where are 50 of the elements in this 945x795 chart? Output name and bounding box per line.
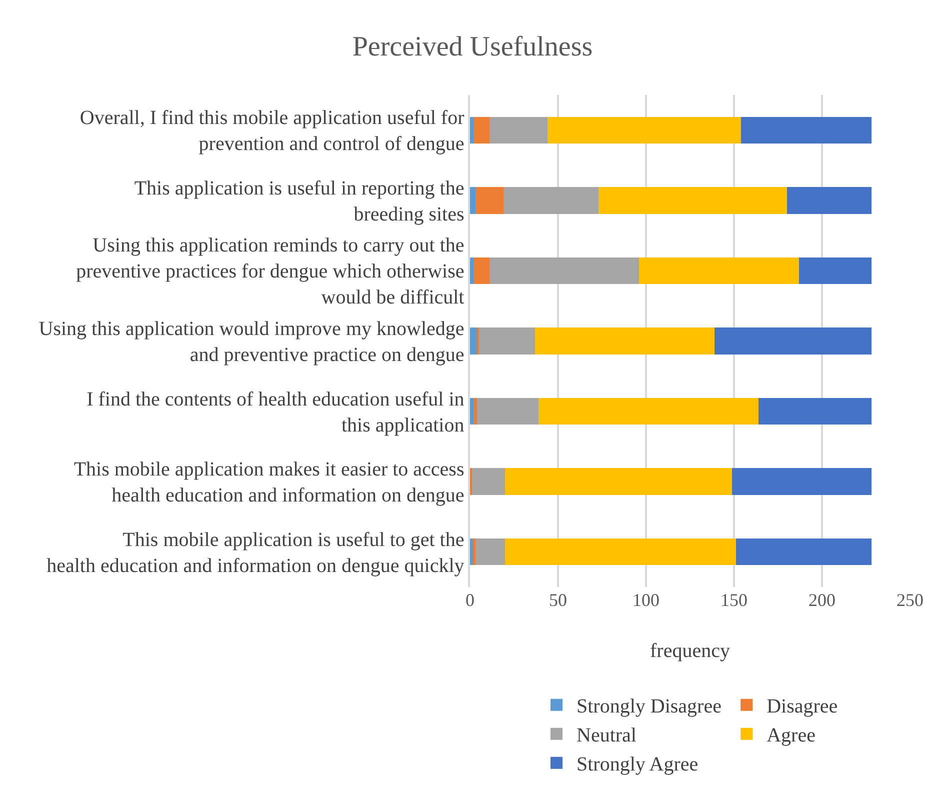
x-tick-label: 150 bbox=[720, 590, 748, 610]
x-tick-label: 250 bbox=[896, 590, 924, 610]
bar bbox=[736, 538, 872, 566]
bar bbox=[477, 398, 539, 425]
bar bbox=[535, 328, 715, 354]
bar bbox=[714, 328, 872, 354]
y-tick-label: Overall, I find this mobile application useful for prevention and control of dengue bbox=[80, 107, 465, 156]
legend-label: Agree bbox=[766, 724, 816, 747]
x-tick-label: 200 bbox=[808, 590, 836, 610]
legend-label: Neutral bbox=[576, 724, 637, 747]
legend-label: Strongly Agree bbox=[576, 754, 698, 776]
bar bbox=[741, 116, 872, 144]
bar bbox=[638, 257, 800, 284]
y-tick-label: Using this application reminds to carry out the preventive practices for dengue which otherwise would be difficult bbox=[76, 234, 465, 309]
y-tick-label: This mobile application is useful to get the health education and information on dengue quickly bbox=[46, 528, 464, 577]
bar bbox=[470, 116, 474, 144]
bar bbox=[475, 538, 506, 566]
bar bbox=[474, 398, 478, 425]
y-tick-label: This application is useful in reporting the breeding sites bbox=[134, 177, 464, 226]
x-tick-label: 100 bbox=[632, 590, 660, 610]
bar bbox=[474, 257, 490, 284]
bar bbox=[786, 187, 872, 214]
bar bbox=[758, 398, 872, 425]
bar bbox=[799, 257, 872, 284]
x-tick-label: 0 bbox=[466, 590, 474, 610]
bar bbox=[505, 468, 732, 495]
bar bbox=[503, 187, 598, 214]
bar bbox=[489, 116, 548, 144]
bar bbox=[505, 538, 736, 566]
bar bbox=[470, 187, 476, 214]
y-tick-label: I find the contents of health education useful in this application bbox=[86, 388, 464, 436]
bar bbox=[598, 187, 787, 214]
bar bbox=[489, 257, 639, 284]
legend-label: Strongly Disagree bbox=[576, 696, 722, 718]
legend-label: Disagree bbox=[766, 696, 838, 718]
x-axis-title: frequency bbox=[650, 640, 730, 662]
bar bbox=[478, 328, 536, 354]
bar bbox=[732, 468, 872, 495]
bar bbox=[547, 116, 742, 144]
bar bbox=[470, 328, 478, 354]
bar bbox=[474, 116, 490, 144]
bar bbox=[472, 468, 506, 495]
bar bbox=[470, 398, 474, 425]
bar bbox=[538, 398, 759, 425]
y-tick-label: Using this application would improve my knowledge and preventive practice on dengue bbox=[38, 318, 464, 366]
bar bbox=[475, 187, 504, 214]
chart-title: Perceived Usefulness bbox=[352, 31, 593, 62]
y-tick-label: This mobile application makes it easier to access health education and information on dengue bbox=[74, 458, 464, 507]
bar bbox=[470, 257, 474, 284]
x-tick-label: 50 bbox=[549, 590, 567, 610]
